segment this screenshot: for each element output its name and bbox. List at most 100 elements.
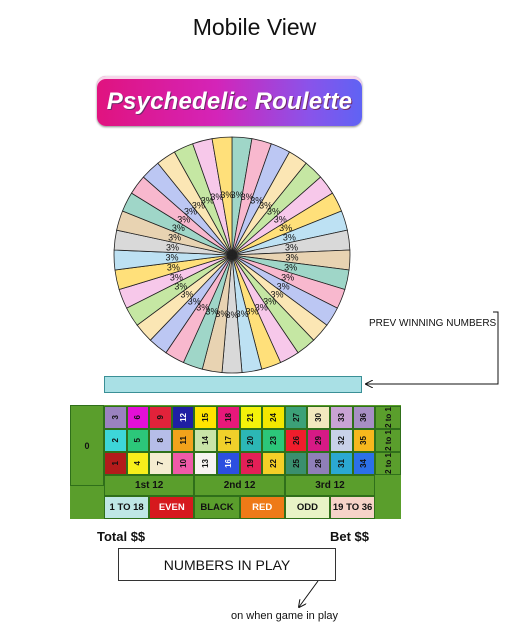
outside-bet-cell[interactable]: 1 TO 18: [104, 496, 150, 519]
number-cell[interactable]: 31: [330, 452, 353, 475]
wheel-slice-label: 3%: [184, 207, 197, 217]
number-cell[interactable]: 29: [307, 429, 330, 452]
number-cell[interactable]: 20: [239, 429, 263, 452]
number-cell[interactable]: 25: [284, 452, 308, 475]
page-title: Mobile View: [192, 14, 317, 40]
dozen-bet-cell[interactable]: 3rd 12: [284, 475, 376, 496]
number-cell[interactable]: 15: [194, 406, 217, 429]
number-cell[interactable]: 12: [171, 406, 195, 429]
dozen-bet-cell[interactable]: 2nd 12: [194, 475, 285, 496]
number-cell[interactable]: 30: [307, 406, 330, 429]
number-cell[interactable]: 16: [217, 452, 240, 475]
wheel-slice-label: 3%: [279, 223, 292, 233]
wheel-slice-label: 3%: [284, 263, 297, 273]
number-cell[interactable]: 36: [352, 406, 376, 429]
column-bet-cell-label: 2 to 1: [383, 407, 393, 428]
number-cell[interactable]: 22: [262, 452, 285, 475]
roulette-wheel[interactable]: 3%3%3%3%3%3%3%3%3%3%3%3%3%3%3%3%3%3%3%3%…: [112, 135, 352, 375]
number-cell-label: 11: [178, 436, 188, 445]
outside-bet-cell-label: ODD: [296, 501, 318, 513]
wheel-slice-label: 3%: [166, 253, 179, 263]
outside-bet-cell[interactable]: EVEN: [149, 496, 195, 519]
logo: Psychedelic Roulette: [97, 76, 362, 126]
number-cell[interactable]: 5: [126, 429, 150, 452]
number-cell-label: 34: [359, 459, 369, 468]
outside-bet-cell-label: 1 TO 18: [109, 501, 144, 513]
wheel-slice-label: 3%: [192, 200, 205, 210]
number-cell[interactable]: 28: [307, 452, 330, 475]
numbers-in-play-box: NUMBERS IN PLAY: [118, 548, 336, 581]
wheel-slice-label: 3%: [180, 290, 193, 300]
number-cell[interactable]: 23: [262, 429, 285, 452]
number-cell[interactable]: 21: [239, 406, 263, 429]
prev-winning-label: PREV WINNING NUMBERS: [369, 318, 497, 329]
number-cell[interactable]: 3: [104, 406, 127, 429]
wheel-slice-label: 3%: [172, 223, 185, 233]
wheel-slice-label: 3%: [255, 302, 268, 312]
column-bet-cell[interactable]: 2 to 1: [375, 429, 401, 452]
number-cell[interactable]: 18: [217, 406, 240, 429]
number-cell-label: 12: [178, 413, 188, 422]
number-cell-label: 4: [133, 461, 143, 466]
column-bet-cell[interactable]: 2 to 1: [375, 452, 401, 475]
number-cell[interactable]: 34: [352, 452, 376, 475]
wheel-slice-label: 3%: [166, 242, 179, 252]
number-cell-label: 36: [359, 413, 369, 422]
number-cell[interactable]: 24: [262, 406, 285, 429]
number-cell[interactable]: 26: [284, 429, 308, 452]
number-cell[interactable]: 14: [194, 429, 217, 452]
wheel-slice-label: 3%: [201, 195, 214, 205]
number-cell-label: 1: [110, 461, 120, 466]
number-cell[interactable]: 8: [149, 429, 172, 452]
zero-cell[interactable]: 0: [70, 405, 104, 486]
zero-cell-label: 0: [84, 440, 90, 451]
number-cell-label: 10: [178, 459, 188, 468]
wheel-slice-label: 3%: [245, 307, 258, 317]
number-cell[interactable]: 33: [330, 406, 353, 429]
number-cell-label: 28: [314, 459, 324, 468]
number-cell[interactable]: 2: [104, 429, 127, 452]
number-cell[interactable]: 35: [352, 429, 376, 452]
number-cell-label: 7: [155, 461, 165, 466]
number-cell[interactable]: 27: [284, 406, 308, 429]
number-cell-label: 21: [246, 413, 256, 422]
column-bet-cell-label: 2 to 1: [383, 430, 393, 451]
number-cell-label: 3: [110, 415, 120, 420]
wheel-slice-label: 3%: [277, 281, 290, 291]
column-bet-cell[interactable]: 2 to 1: [375, 406, 401, 429]
number-cell[interactable]: 6: [126, 406, 150, 429]
outside-bet-cell[interactable]: 19 TO 36: [330, 496, 376, 519]
number-cell-label: 17: [223, 436, 233, 445]
number-cell[interactable]: 13: [194, 452, 217, 475]
number-cell[interactable]: 9: [149, 406, 172, 429]
number-cell[interactable]: 7: [149, 452, 172, 475]
number-cell-label: 32: [336, 436, 346, 445]
wheel-slice-label: 3%: [263, 297, 276, 307]
wheel-slice-label: 3%: [281, 272, 294, 282]
wheel-slice-label: 3%: [167, 263, 180, 273]
dozen-bet-cell-label: 2nd 12: [223, 480, 256, 491]
wheel-slice-label: 3%: [259, 200, 272, 210]
number-cell[interactable]: 17: [217, 429, 240, 452]
number-cell[interactable]: 11: [171, 429, 195, 452]
outside-bet-cell-label: 19 TO 36: [332, 501, 373, 513]
outside-bet-cell[interactable]: RED: [239, 496, 285, 519]
outside-bet-cell[interactable]: ODD: [284, 496, 330, 519]
number-cell-label: 27: [291, 413, 301, 422]
wheel-slice-label: 3%: [236, 309, 249, 319]
outside-bet-cell[interactable]: BLACK: [194, 496, 240, 519]
number-cell[interactable]: 10: [171, 452, 195, 475]
betting-board: 0 3 6 9 12 15 18 21 24 27 30 33 36 2 5 8 11 14 17 20 23 26 29 3…: [70, 405, 401, 519]
number-cell-label: 30: [314, 413, 324, 422]
wheel-slice-label: 3%: [267, 207, 280, 217]
number-cell[interactable]: 1: [104, 452, 127, 475]
wheel-slice-label: 3%: [177, 214, 190, 224]
number-cell-label: 15: [201, 413, 211, 422]
number-cell[interactable]: 19: [239, 452, 263, 475]
wheel-slice-label: 3%: [215, 309, 228, 319]
number-cell[interactable]: 32: [330, 429, 353, 452]
dozen-bet-cell[interactable]: 1st 12: [104, 475, 195, 496]
number-cell[interactable]: 4: [126, 452, 150, 475]
number-cell-label: 23: [268, 436, 278, 445]
outside-bet-cell-label: RED: [252, 501, 273, 513]
